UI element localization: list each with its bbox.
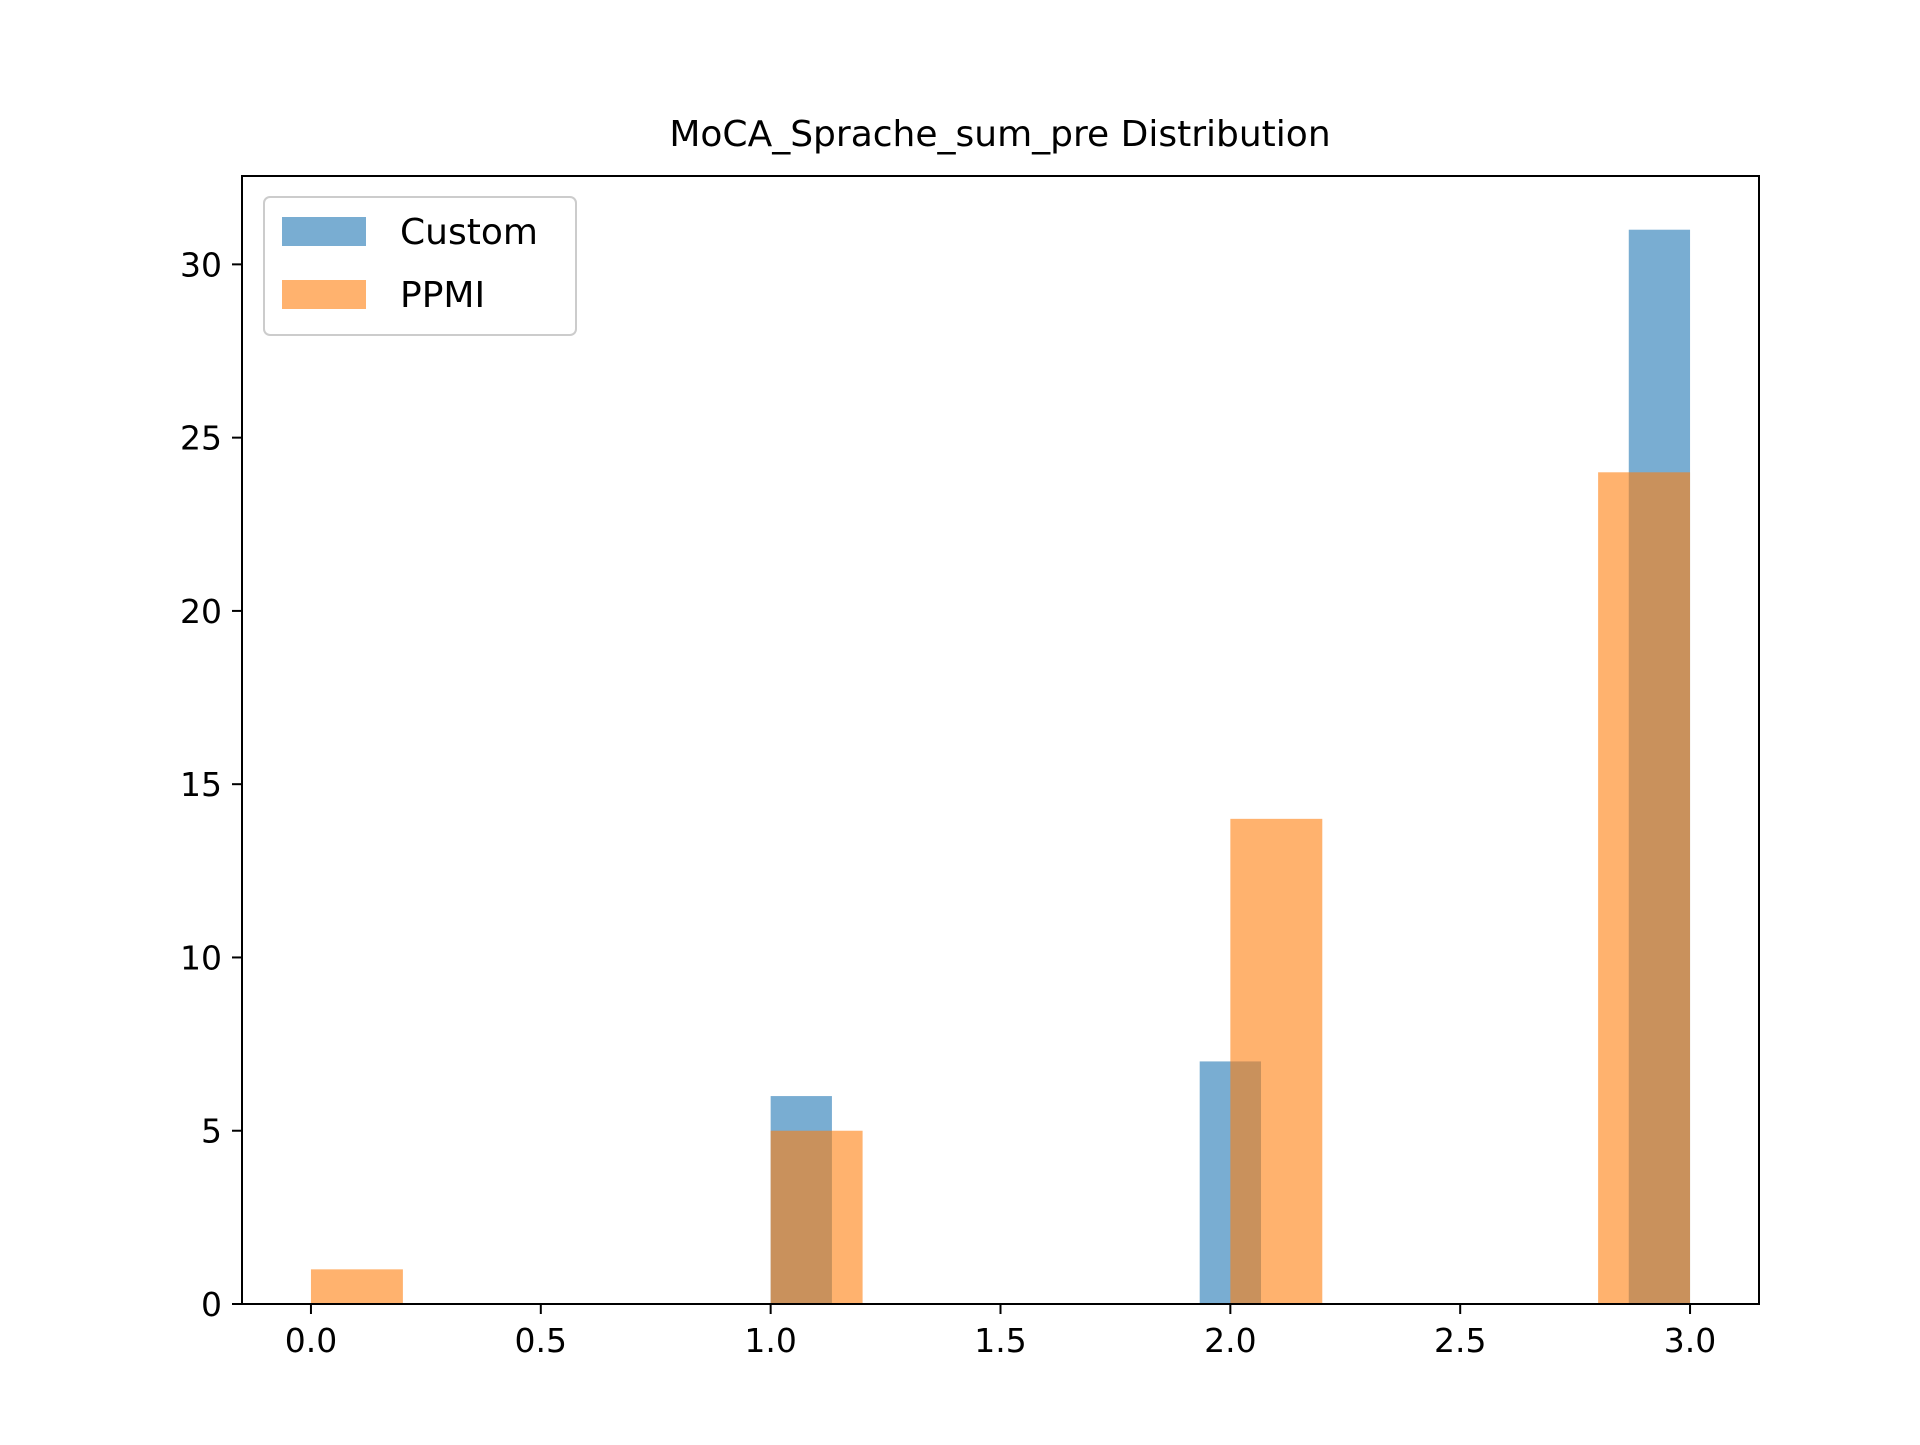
y-tick-label: 10 [180,938,222,977]
x-tick-label: 0.0 [285,1321,337,1360]
y-tick-label: 15 [180,765,222,804]
x-tick-label: 2.0 [1204,1321,1256,1360]
y-tick-label: 0 [201,1285,222,1324]
bar-ppmi-3 [1598,472,1691,1304]
legend-label-custom: Custom [400,212,538,253]
plot-frame [241,175,1760,1305]
legend: Custom PPMI [263,196,577,336]
legend-swatch-custom [282,217,366,246]
legend-label-ppmi: PPMI [400,275,485,316]
y-tick-label: 25 [180,419,222,458]
chart-title: MoCA_Sprache_sum_pre Distribution [669,114,1330,155]
bar-ppmi-1 [770,1130,863,1304]
legend-swatch-ppmi [282,280,366,309]
x-tick-label: 2.5 [1434,1321,1486,1360]
x-tick-label: 3.0 [1664,1321,1716,1360]
axes-layer: 0.0 0.5 1.0 1.5 2.0 2.5 3.0 0 5 10 15 20 25 30 [180,175,1760,1360]
bars-layer [310,229,1691,1305]
y-tick-label: 5 [201,1112,222,1151]
y-tick-label: 20 [180,592,222,631]
bar-ppmi-0 [310,1269,403,1304]
y-tick-label: 30 [180,245,222,284]
x-tick-label: 1.5 [974,1321,1026,1360]
bar-ppmi-2 [1230,818,1323,1304]
x-tick-label: 1.0 [744,1321,796,1360]
x-tick-label: 0.5 [515,1321,567,1360]
